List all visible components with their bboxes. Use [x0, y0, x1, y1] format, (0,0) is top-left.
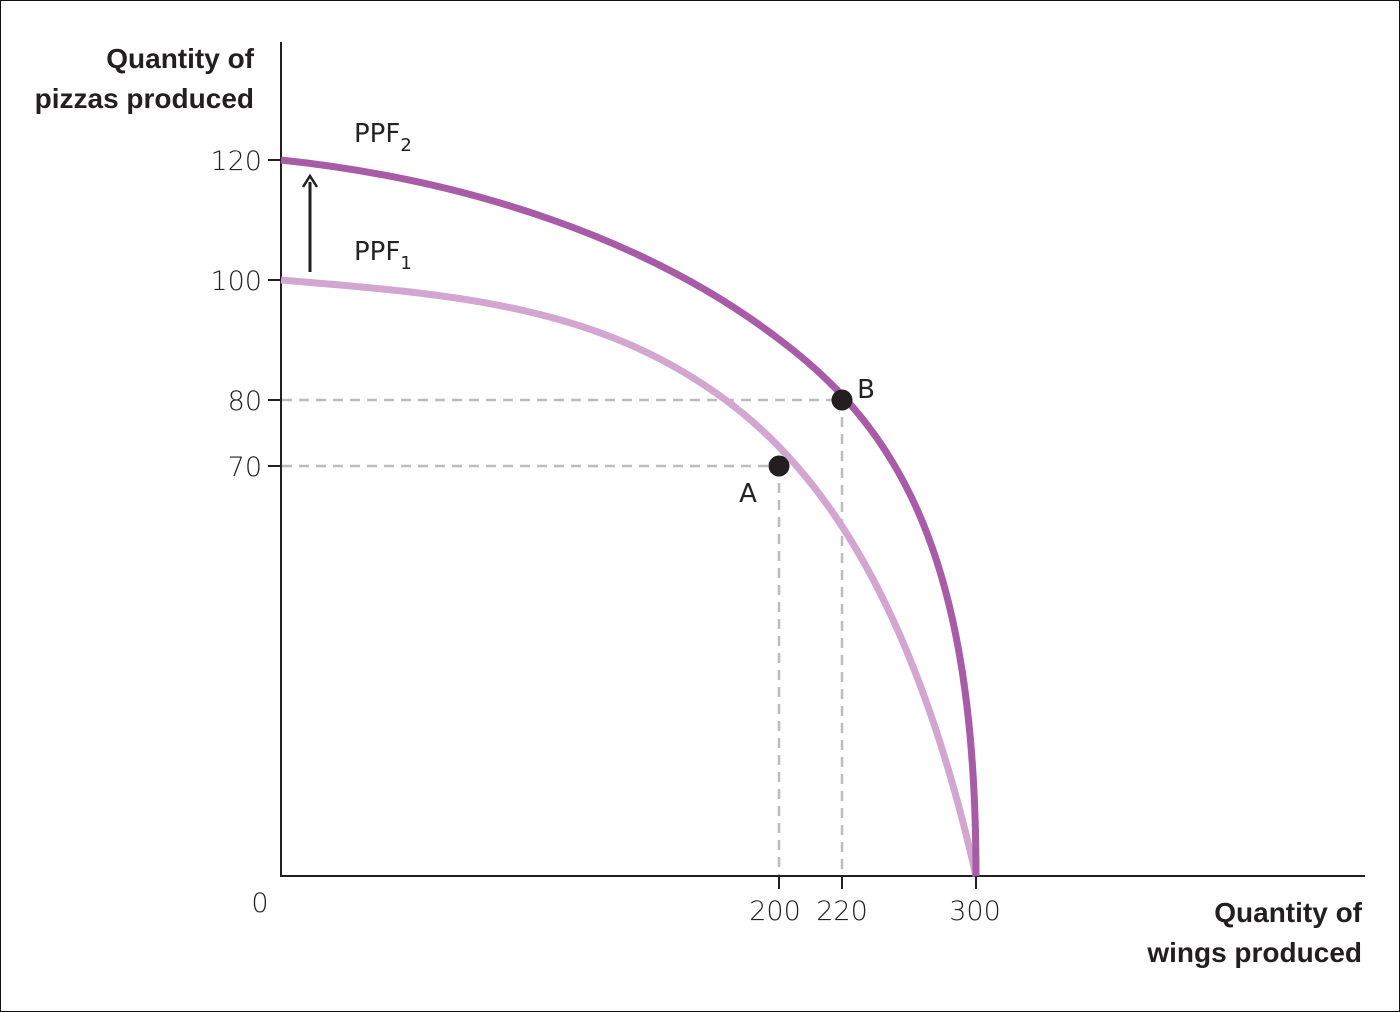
x-axis-title-line2: wings produced: [1146, 937, 1362, 968]
point-a: [768, 455, 790, 477]
guide-lines: [282, 398, 844, 876]
point-b-label: B: [857, 375, 875, 405]
y-axis-title-line1: Quantity of: [106, 43, 254, 74]
shift-arrow-icon: [301, 173, 319, 272]
x-tick-200: 200: [749, 896, 801, 927]
ppf1-label: PPF1: [354, 237, 412, 274]
x-ticks: [778, 876, 977, 889]
y-tick-120: 120: [210, 146, 262, 177]
y-tick-80: 80: [228, 386, 262, 417]
ppf1-curve: [280, 276, 980, 877]
ppf2-curve: [280, 156, 980, 877]
point-b: [831, 389, 853, 411]
x-tick-220: 220: [816, 896, 868, 927]
x-tick-300: 300: [949, 896, 1001, 927]
y-axis-title-line2: pizzas produced: [35, 83, 254, 114]
origin-label: 0: [251, 888, 268, 919]
point-a-label: A: [739, 479, 757, 509]
y-tick-70: 70: [228, 452, 262, 483]
ppf2-label: PPF2: [354, 119, 412, 156]
y-ticks: [268, 159, 281, 467]
x-axis-title-line1: Quantity of: [1214, 897, 1362, 928]
y-tick-100: 100: [210, 266, 262, 297]
